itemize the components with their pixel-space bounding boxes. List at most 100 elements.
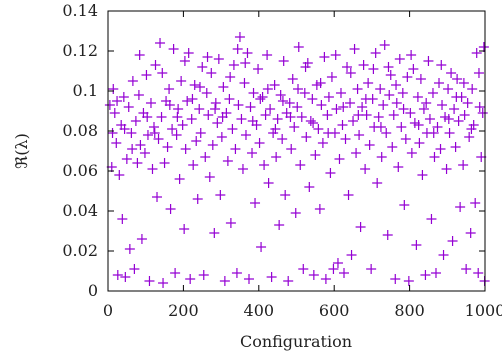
- data-point: [402, 72, 413, 82]
- data-point: [458, 160, 469, 170]
- data-point: [148, 122, 159, 132]
- data-point: [447, 236, 458, 246]
- data-point: [346, 250, 357, 260]
- data-point: [358, 60, 369, 70]
- data-point: [423, 56, 434, 66]
- data-point: [144, 276, 155, 286]
- data-point: [405, 108, 416, 118]
- data-point: [308, 270, 319, 280]
- data-point: [212, 118, 223, 128]
- data-point: [152, 192, 163, 202]
- data-point: [473, 268, 484, 278]
- data-point: [449, 104, 460, 114]
- data-point: [458, 78, 469, 88]
- data-point: [307, 94, 318, 104]
- data-point: [270, 124, 281, 134]
- data-point: [355, 222, 366, 232]
- data-point: [183, 48, 194, 58]
- data-point: [435, 144, 446, 154]
- data-point: [168, 44, 179, 54]
- data-point: [364, 140, 375, 150]
- data-point: [426, 214, 437, 224]
- data-point: [198, 270, 209, 280]
- data-point: [412, 92, 423, 102]
- data-point: [468, 120, 479, 130]
- data-point: [474, 102, 485, 112]
- data-point: [466, 124, 477, 134]
- data-point: [262, 50, 273, 60]
- data-point: [197, 62, 208, 72]
- data-point: [338, 102, 349, 112]
- data-point: [339, 268, 350, 278]
- data-point: [245, 102, 256, 112]
- data-point: [254, 138, 265, 148]
- data-point: [381, 128, 392, 138]
- data-point: [243, 274, 254, 284]
- data-point: [353, 110, 364, 120]
- data-point: [357, 102, 368, 112]
- data-point: [104, 100, 115, 110]
- data-point: [256, 242, 267, 252]
- data-point: [188, 160, 199, 170]
- data-point: [421, 98, 432, 108]
- data-point: [142, 112, 153, 122]
- data-point: [408, 64, 419, 74]
- data-point: [123, 102, 134, 112]
- data-point: [248, 88, 259, 98]
- y-tick-label: 0.04: [62, 201, 98, 220]
- data-point: [332, 258, 343, 268]
- data-point: [217, 112, 228, 122]
- data-point: [471, 48, 482, 58]
- data-point: [210, 98, 221, 108]
- data-point: [225, 72, 236, 82]
- data-point: [478, 42, 489, 52]
- data-point: [127, 76, 138, 86]
- data-point: [153, 134, 164, 144]
- data-point: [301, 132, 312, 142]
- data-point: [286, 144, 297, 154]
- data-point: [277, 96, 288, 106]
- data-point: [174, 174, 185, 184]
- data-point: [387, 142, 398, 152]
- data-point: [130, 116, 141, 126]
- data-point: [247, 148, 258, 158]
- data-point: [172, 112, 183, 122]
- data-point: [363, 78, 374, 88]
- data-point: [323, 128, 334, 138]
- data-point: [467, 84, 478, 94]
- data-point: [121, 154, 132, 164]
- data-point: [173, 104, 184, 114]
- data-point: [280, 190, 291, 200]
- data-point: [227, 124, 238, 134]
- y-tick-label: 0.06: [62, 161, 98, 180]
- y-tick-label: 0.02: [62, 241, 98, 260]
- data-point: [266, 272, 277, 282]
- data-point: [271, 152, 282, 162]
- data-point: [391, 80, 402, 90]
- data-point: [204, 172, 215, 182]
- data-point: [231, 268, 242, 278]
- data-point: [462, 98, 473, 108]
- data-point: [108, 84, 119, 94]
- data-point: [107, 128, 118, 138]
- data-point: [397, 88, 408, 98]
- data-point: [177, 120, 188, 130]
- data-point: [277, 134, 288, 144]
- data-point: [335, 88, 346, 98]
- data-point: [228, 60, 239, 70]
- data-point: [299, 88, 310, 98]
- data-point: [141, 70, 152, 80]
- x-tick-label: 600: [319, 301, 350, 320]
- data-point: [429, 152, 440, 162]
- data-point: [233, 100, 244, 110]
- data-point: [117, 214, 128, 224]
- data-point: [305, 116, 316, 126]
- data-point: [194, 82, 205, 92]
- data-point: [230, 144, 241, 154]
- data-point: [164, 100, 175, 110]
- data-point: [284, 98, 295, 108]
- data-point: [292, 102, 303, 112]
- data-point: [287, 74, 298, 84]
- data-point: [455, 202, 466, 212]
